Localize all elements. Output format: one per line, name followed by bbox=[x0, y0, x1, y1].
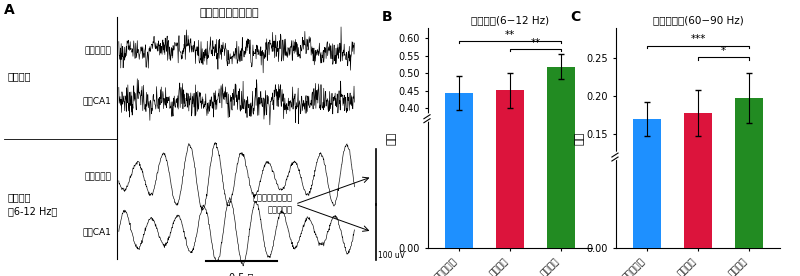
Bar bbox=[547, 67, 575, 248]
Text: 全周波数: 全周波数 bbox=[8, 71, 31, 81]
Text: ***: *** bbox=[690, 34, 706, 44]
Text: **: ** bbox=[505, 30, 515, 40]
Text: 前帯状皮質: 前帯状皮質 bbox=[84, 172, 111, 181]
Title: シータ波(6−12 Hz): シータ波(6−12 Hz) bbox=[471, 15, 549, 25]
Title: 高ガンマ波(60−90 Hz): 高ガンマ波(60−90 Hz) bbox=[653, 15, 743, 25]
Bar bbox=[735, 98, 763, 248]
Text: 100 uV: 100 uV bbox=[378, 251, 405, 260]
Text: **: ** bbox=[530, 38, 541, 48]
Bar bbox=[496, 90, 524, 248]
Text: シータ波
（6-12 Hz）: シータ波 （6-12 Hz） bbox=[8, 193, 57, 216]
Text: *: * bbox=[721, 46, 726, 56]
Bar bbox=[633, 119, 661, 248]
Text: 海駊CA1: 海駊CA1 bbox=[82, 227, 111, 236]
Text: 海駊CA1: 海駊CA1 bbox=[82, 96, 111, 105]
Text: シータ波の強度の
相関を計算: シータ波の強度の 相関を計算 bbox=[253, 194, 293, 215]
Text: C: C bbox=[570, 10, 580, 24]
Y-axis label: 相関: 相関 bbox=[574, 131, 585, 145]
Text: B: B bbox=[382, 10, 393, 24]
Text: 記桯想起中の脳活動: 記桯想起中の脳活動 bbox=[200, 8, 259, 18]
Bar bbox=[684, 113, 712, 248]
Text: A: A bbox=[4, 3, 14, 17]
Y-axis label: 相関: 相関 bbox=[386, 131, 397, 145]
Text: 0.5 秒: 0.5 秒 bbox=[230, 272, 254, 276]
Bar bbox=[445, 93, 473, 248]
Text: 前帯状皮質: 前帯状皮質 bbox=[84, 47, 111, 55]
